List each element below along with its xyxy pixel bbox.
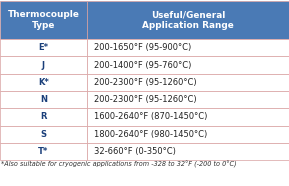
- Bar: [0, 1, 87, 39]
- Text: 32-660°F (0-350°C): 32-660°F (0-350°C): [94, 147, 176, 156]
- Text: 200-2300°F (95-1260°C): 200-2300°F (95-1260°C): [94, 95, 197, 104]
- Bar: [87, 143, 289, 160]
- Bar: [0, 56, 87, 74]
- Bar: [87, 1, 289, 39]
- Bar: [0, 74, 87, 91]
- Text: T*: T*: [38, 147, 49, 156]
- Text: Useful/General
Application Range: Useful/General Application Range: [142, 10, 234, 30]
- Bar: [87, 126, 289, 143]
- Text: 1600-2640°F (870-1450°C): 1600-2640°F (870-1450°C): [94, 112, 207, 121]
- Text: 200-1400°F (95-760°C): 200-1400°F (95-760°C): [94, 60, 191, 70]
- Bar: [87, 108, 289, 126]
- Text: J: J: [42, 60, 45, 70]
- Bar: [0, 91, 87, 108]
- Bar: [87, 56, 289, 74]
- Text: 200-2300°F (95-1260°C): 200-2300°F (95-1260°C): [94, 78, 197, 87]
- Bar: [87, 91, 289, 108]
- Text: S: S: [40, 130, 46, 139]
- Text: N: N: [40, 95, 47, 104]
- Bar: [87, 74, 289, 91]
- Bar: [0, 126, 87, 143]
- Text: 200-1650°F (95-900°C): 200-1650°F (95-900°C): [94, 43, 191, 52]
- Text: K*: K*: [38, 78, 49, 87]
- Text: 1800-2640°F (980-1450°C): 1800-2640°F (980-1450°C): [94, 130, 207, 139]
- Bar: [0, 108, 87, 126]
- Text: Thermocouple
Type: Thermocouple Type: [8, 10, 79, 30]
- Text: *Also suitable for cryogenic applications from -328 to 32°F (-200 to 0°C): *Also suitable for cryogenic application…: [1, 161, 237, 168]
- Bar: [0, 143, 87, 160]
- Text: E*: E*: [38, 43, 49, 52]
- Bar: [87, 39, 289, 56]
- Bar: [0, 39, 87, 56]
- Text: R: R: [40, 112, 47, 121]
